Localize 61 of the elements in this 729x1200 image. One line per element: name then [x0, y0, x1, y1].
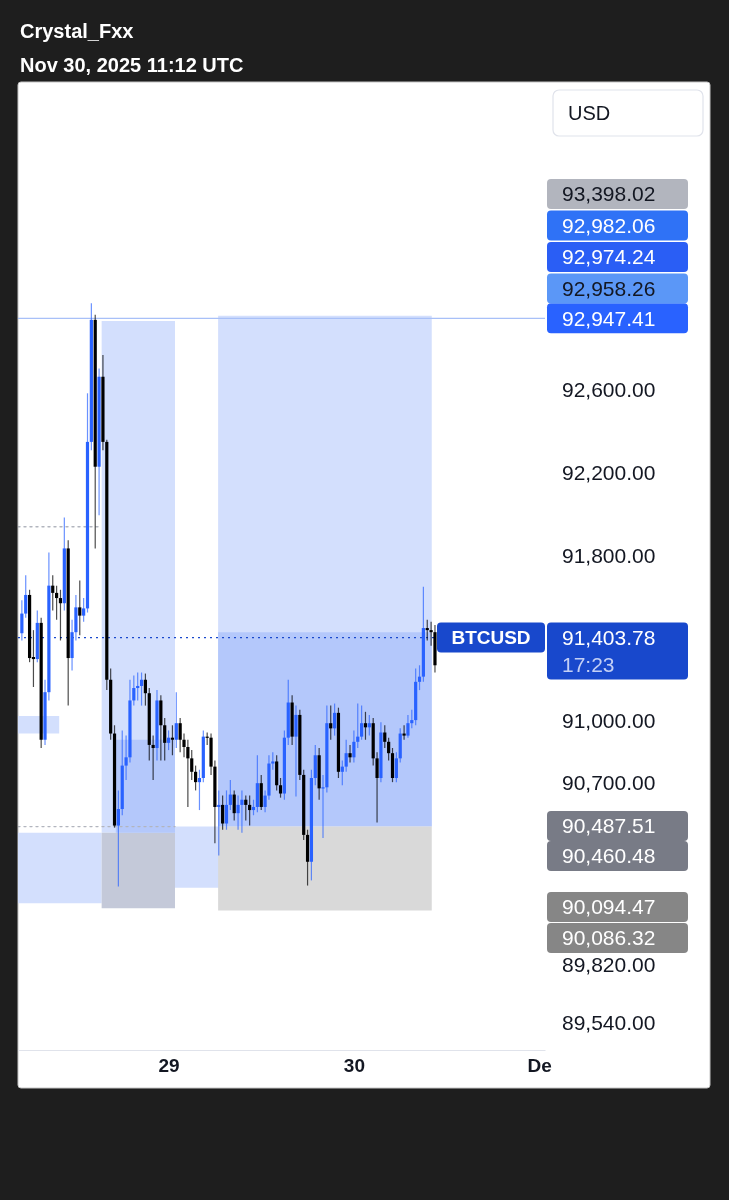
candlestick: [232, 789, 236, 822]
candlestick: [139, 671, 144, 707]
candlestick: [402, 724, 406, 741]
candlestick: [197, 769, 202, 811]
candlestick: [344, 739, 348, 773]
candlestick: [313, 744, 317, 786]
candlestick: [387, 737, 391, 762]
text: 91,403.78: [562, 625, 656, 649]
y-tick-label: 91,000.00: [562, 709, 656, 733]
y-tick-label: 91,800.00: [562, 543, 656, 567]
y-axis-title: USD: [568, 102, 611, 124]
candlestick: [275, 754, 279, 792]
y-tick-label: 92,600.00: [562, 378, 656, 402]
x-tick-label: De: [527, 1055, 552, 1077]
candlestick: [332, 702, 337, 737]
candlestick: [259, 774, 263, 811]
chart-title: Crystal_Fxx: [20, 20, 134, 42]
candlestick: [352, 729, 356, 764]
candlestick: [78, 579, 82, 636]
candlestick: [406, 714, 410, 739]
text: 92,958.26: [562, 276, 656, 300]
candlestick: [228, 779, 232, 811]
candlestick: [174, 691, 178, 749]
candlestick: [163, 717, 167, 762]
candlestick: [363, 711, 368, 741]
candlestick: [278, 777, 283, 799]
candlestick: [360, 705, 364, 741]
y-tick-label: 92,200.00: [562, 461, 656, 485]
candlestick: [116, 789, 120, 888]
candlestick: [240, 789, 244, 834]
candlestick: [236, 794, 240, 831]
candlestick: [367, 714, 371, 737]
candlestick: [383, 724, 387, 749]
ref-line-label: BTCUSD: [451, 627, 531, 649]
candlestick: [143, 672, 148, 707]
candlestick: [20, 599, 24, 642]
text: 90,460.48: [562, 844, 656, 868]
text: 90,094.47: [562, 895, 656, 919]
y-tick-label: 90,700.00: [562, 771, 656, 795]
text: 90,086.32: [562, 926, 656, 950]
text: 92,982.06: [562, 213, 656, 237]
text: 92,947.41: [562, 306, 656, 330]
candlestick: [394, 751, 398, 783]
candlestick: [224, 789, 229, 831]
chart-subtitle: Nov 30, 2025 11:12 UTC: [20, 54, 244, 76]
candlestick: [82, 597, 86, 623]
candlestick: [255, 754, 259, 813]
text: 93,398.02: [562, 182, 656, 206]
candlestick: [51, 574, 55, 612]
candlestick: [294, 705, 298, 798]
x-tick-label: 29: [158, 1055, 180, 1077]
candlestick: [348, 744, 352, 764]
candlestick: [194, 765, 198, 792]
text: 92,974.24: [562, 245, 656, 269]
candlestick: [178, 717, 182, 753]
text: 17:23: [562, 652, 615, 676]
y-tick-label: 89,820.00: [562, 953, 656, 977]
x-tick-label: 30: [343, 1055, 365, 1077]
y-tick-label: 89,540.00: [562, 1011, 656, 1035]
text: 90,487.51: [562, 814, 656, 838]
candlestick: [221, 794, 225, 831]
